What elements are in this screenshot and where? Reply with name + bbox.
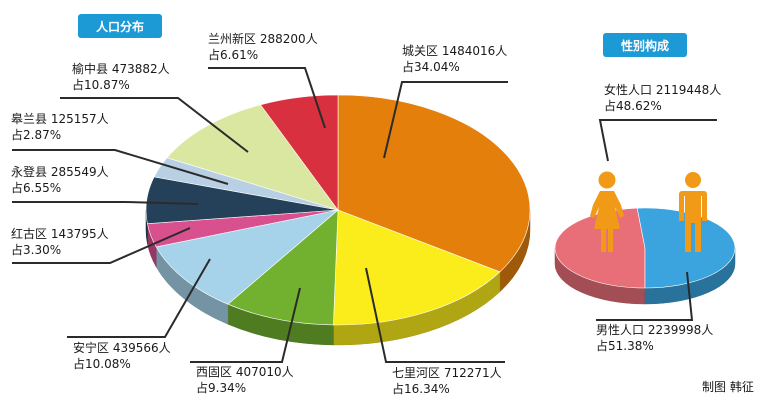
gender-percent-1: 占51.38% bbox=[596, 338, 654, 353]
leader-line-0 bbox=[383, 81, 508, 159]
leader-line-5 bbox=[12, 201, 199, 205]
slice-percent-0: 占34.04% bbox=[402, 59, 460, 74]
gender-title: 性别构成 bbox=[620, 38, 669, 53]
leader-line-3 bbox=[67, 258, 211, 338]
distribution-title: 人口分布 bbox=[96, 19, 144, 34]
distribution-slice-2 bbox=[227, 209, 339, 326]
female-figure-icon bbox=[590, 171, 624, 252]
gender-leader-line-0 bbox=[598, 119, 717, 162]
distribution-slice-7 bbox=[166, 104, 339, 211]
slice-label-7: 榆中县 473882人 bbox=[72, 61, 170, 76]
credit-text: 制图 韩征 bbox=[702, 379, 754, 394]
slice-label-3: 安宁区 439566人 bbox=[73, 340, 171, 355]
distribution-slice-8 bbox=[260, 94, 339, 211]
gender-label-0: 女性人口 2119448人 bbox=[604, 82, 721, 97]
slice-label-2: 西固区 407010人 bbox=[196, 365, 294, 379]
slice-label-1: 七里河区 712271人 bbox=[392, 366, 502, 380]
distribution-slice-3 bbox=[155, 209, 340, 305]
gender-title-badge-bg bbox=[603, 33, 687, 57]
gender-title-badge: 性别构成 bbox=[603, 33, 687, 57]
slice-percent-1: 占16.34% bbox=[392, 381, 450, 396]
distribution-slice-0 bbox=[337, 94, 531, 273]
slice-percent-6: 占2.87% bbox=[11, 127, 61, 142]
slice-label-5: 永登县 285549人 bbox=[11, 164, 109, 179]
leader-line-4 bbox=[12, 227, 191, 264]
gender-leader-line-1 bbox=[596, 271, 694, 321]
leader-line-1 bbox=[365, 267, 505, 363]
slice-percent-7: 占10.87% bbox=[72, 77, 130, 92]
slice-label-4: 红古区 143795人 bbox=[11, 226, 109, 241]
slice-label-6: 皋兰县 125157人 bbox=[11, 111, 109, 126]
leader-line-6 bbox=[12, 149, 229, 185]
distribution-title-badge: 人口分布 bbox=[78, 14, 162, 38]
slice-percent-3: 占10.08% bbox=[73, 356, 131, 371]
male-figure-icon bbox=[679, 172, 707, 252]
distribution-slice-1 bbox=[333, 209, 501, 326]
slice-label-0: 城关区 1484016人 bbox=[402, 44, 507, 58]
gender-percent-0: 占48.62% bbox=[604, 98, 662, 113]
distribution-title-badge-bg bbox=[78, 14, 162, 38]
gender-label-1: 男性人口 2239998人 bbox=[596, 323, 713, 337]
leader-line-2 bbox=[190, 287, 301, 363]
slice-percent-8: 占6.61% bbox=[208, 47, 258, 62]
gender-pie bbox=[554, 207, 736, 289]
slice-label-8: 兰州新区 288200人 bbox=[208, 31, 318, 46]
leader-line-7 bbox=[60, 97, 249, 153]
slice-percent-4: 占3.30% bbox=[11, 242, 61, 257]
slice-percent-5: 占6.55% bbox=[11, 180, 61, 195]
leader-line-8 bbox=[208, 67, 326, 129]
slice-percent-2: 占9.34% bbox=[196, 380, 246, 395]
distribution-pie bbox=[145, 94, 531, 326]
